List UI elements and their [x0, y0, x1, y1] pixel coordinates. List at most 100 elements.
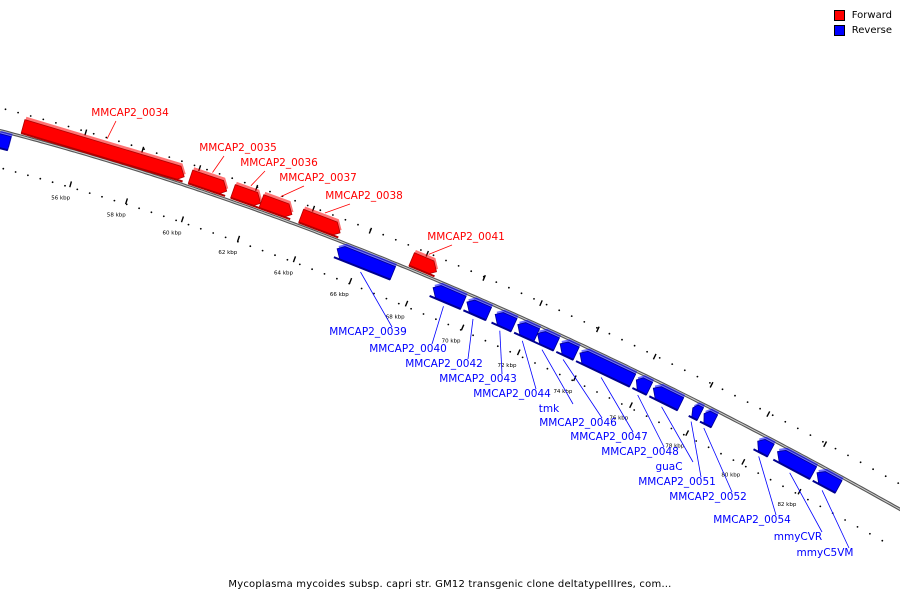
kbp-tick-label: 64 kbp [274, 270, 293, 276]
ruler-dot [682, 433, 685, 436]
ruler-dot [746, 401, 749, 403]
genome-backbone [0, 128, 900, 512]
gene-MMCAP2_0041[interactable] [408, 250, 438, 278]
gene-MMCAP2_0043[interactable] [491, 309, 519, 333]
ruler-dot [175, 219, 178, 222]
gene-MMCAP2_0037[interactable] [258, 191, 294, 221]
gene-label: guaC [655, 461, 682, 473]
gene-shadow [753, 448, 769, 458]
ruler-dot [105, 136, 108, 139]
ruler-dot [92, 132, 95, 135]
gene-arrow [187, 169, 228, 195]
gene-shadow [648, 395, 678, 412]
legend-label-reverse: Reverse [851, 25, 892, 36]
kbp-tick-label: 70 kbp [442, 338, 461, 344]
leader-line [789, 472, 823, 533]
gene-MMCAP2_0038[interactable] [298, 206, 342, 239]
ruler-dot [249, 245, 252, 248]
kbp-tick-label: 68 kbp [386, 315, 405, 321]
ruler-dot [558, 373, 561, 376]
ruler-dot [27, 174, 29, 177]
gene-label: MMCAP2_0052 [669, 491, 747, 503]
ruler-dot [218, 173, 221, 175]
ruler-dot [360, 287, 363, 290]
leader-line [690, 421, 702, 478]
ruler-dot [130, 144, 133, 147]
gene-shadow [688, 415, 698, 422]
gene-MMCAP2_0040[interactable] [429, 282, 468, 311]
kbp-tick-upper [595, 326, 600, 333]
ruler-dot [570, 315, 573, 317]
ruler-dot [696, 375, 699, 378]
gene-shadow [812, 479, 836, 494]
map-caption: Mycoplasma mycoides subsp. capri str. GM… [228, 579, 672, 590]
kbp-tick [797, 488, 802, 495]
ruler-dot [101, 195, 103, 198]
gene-shadow [258, 206, 291, 221]
ruler-dot [784, 420, 787, 423]
ruler-dot [782, 485, 784, 488]
ruler-dot [744, 465, 747, 468]
ruler-dot [472, 334, 474, 337]
ruler-dot [51, 181, 54, 184]
ruler-dot [633, 344, 636, 347]
gene-MMCAP2_0039[interactable] [333, 243, 397, 281]
ruler-dot [332, 214, 334, 216]
gene-mmyC5VM[interactable] [812, 468, 844, 494]
kbp-tick [180, 216, 185, 223]
ruler-dot [181, 160, 183, 163]
gene-MMCAP2_0044[interactable] [513, 319, 542, 343]
gene-label: MMCAP2_0043 [439, 373, 517, 385]
ruler-dot [670, 427, 673, 430]
gene-partial[interactable] [0, 131, 13, 152]
gene-MMCAP2_0047[interactable] [575, 348, 638, 388]
gene-MMCAP2_0042[interactable] [462, 297, 493, 322]
gene-label: MMCAP2_0051 [638, 476, 716, 488]
ruler-dot [155, 152, 158, 155]
gene-MMCAP2_0054[interactable] [753, 436, 776, 458]
ruler-dot [545, 303, 548, 306]
leader-line [324, 203, 351, 214]
leader-line [431, 306, 444, 345]
gene-MMCAP2_0052[interactable] [699, 408, 720, 429]
ruler-dot [796, 427, 799, 430]
kbp-tick-label: 82 kbp [777, 502, 796, 508]
gene-track [0, 116, 844, 494]
gene-label: MMCAP2_0037 [279, 172, 357, 184]
legend-item-reverse: Reverse [833, 23, 892, 38]
ruler-dot [274, 254, 276, 257]
legend: Forward Reverse [833, 8, 892, 38]
ruler-dot [583, 385, 586, 387]
leader-line [467, 318, 474, 360]
ruler-dot [897, 482, 900, 484]
kbp-tick-upper [766, 411, 771, 418]
gene-shadow [20, 132, 183, 183]
ruler-dot [243, 181, 246, 184]
ruler-dot [807, 498, 809, 501]
leader-line [250, 170, 266, 187]
gene-MMCAP2_0034[interactable] [20, 116, 186, 183]
ruler-dot [884, 475, 887, 478]
gene-MMCAP2_0048[interactable] [631, 375, 655, 396]
ruler-dot [344, 218, 347, 221]
gene-shadow [491, 321, 512, 333]
gene-MMCAP2_0046[interactable] [555, 339, 581, 361]
gene-MMCAP2_0035[interactable] [187, 167, 229, 197]
kbp-tick-upper [823, 441, 828, 448]
gene-label: MMCAP2_0042 [405, 358, 483, 370]
ruler-dot [709, 382, 711, 384]
kbp-tick [741, 458, 746, 465]
ruler-dot [533, 298, 535, 300]
ruler-dot [336, 277, 338, 280]
legend-item-forward: Forward [833, 8, 892, 23]
gene-MMCAP2_0051[interactable] [688, 402, 705, 422]
gene-guaC[interactable] [648, 383, 686, 412]
gene-MMCAP2_0036[interactable] [230, 181, 263, 209]
ruler-dot [658, 421, 660, 424]
gene-mmyCVR[interactable] [772, 447, 819, 480]
gene-tmk[interactable] [533, 328, 561, 352]
gene-label: MMCAP2_0036 [240, 157, 318, 169]
gene-shadow [533, 340, 554, 352]
ruler-dot [231, 177, 234, 180]
ruler-dot [29, 115, 32, 117]
